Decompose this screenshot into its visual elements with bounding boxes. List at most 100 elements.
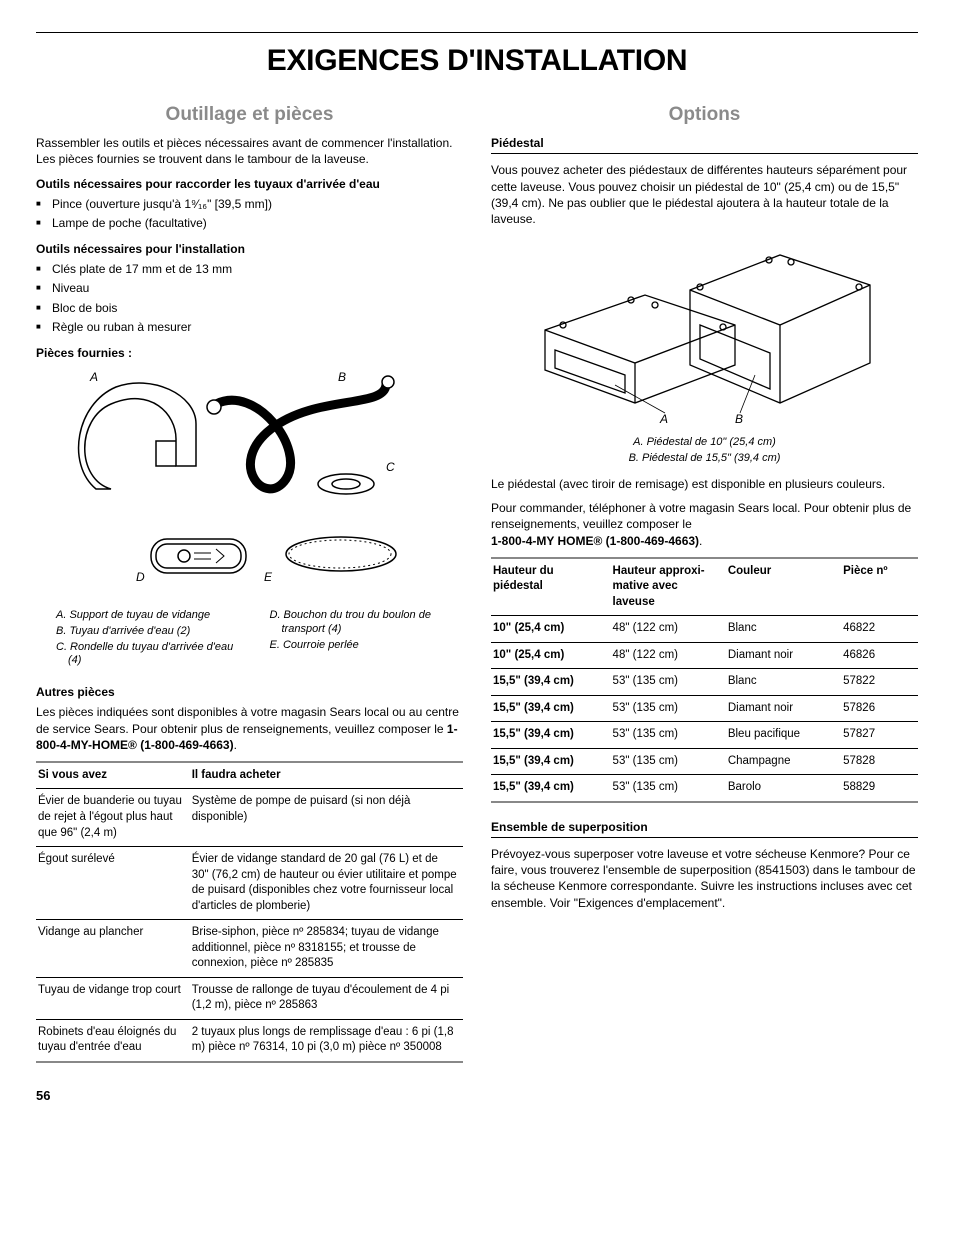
- list-item: Pince (ouverture jusqu'à 1⁹⁄₁₆" [39,5 mm…: [36, 196, 463, 212]
- tools-water-heading: Outils nécessaires pour raccorder les tu…: [36, 176, 463, 192]
- pedestal-p3: Pour commander, téléphoner à votre magas…: [491, 500, 918, 549]
- stack-heading: Ensemble de superposition: [491, 819, 918, 838]
- table-cell: 53" (135 cm): [611, 748, 726, 775]
- table-row: 15,5" (39,4 cm)53" (135 cm)Blanc57822: [491, 669, 918, 696]
- right-column: Options Piédestal Vous pouvez acheter de…: [491, 102, 918, 1063]
- table-row: 10" (25,4 cm)48" (122 cm)Blanc46822: [491, 616, 918, 643]
- left-column: Outillage et pièces Rassembler les outil…: [36, 102, 463, 1063]
- table-cell: 10" (25,4 cm): [491, 616, 611, 643]
- tools-install-list: Clés plate de 17 mm et de 13 mm Niveau B…: [36, 261, 463, 335]
- intro-paragraph: Rassembler les outils et pièces nécessai…: [36, 135, 463, 167]
- pedestal-table: Hauteur du piédestal Hauteur approxi-mat…: [491, 557, 918, 803]
- options-heading: Options: [491, 102, 918, 128]
- stack-paragraph: Prévoyez-vous superposer votre laveuse e…: [491, 846, 918, 911]
- table-cell: Robinets d'eau éloignés du tuyau d'entré…: [36, 1019, 190, 1062]
- table-cell: 53" (135 cm): [611, 669, 726, 696]
- other-parts-table: Si vous avez Il faudra acheter Évier de …: [36, 761, 463, 1063]
- legend-c: C. Rondelle du tuyau d'arrivée d'eau (4): [68, 641, 250, 669]
- table-cell: 10" (25,4 cm): [491, 642, 611, 669]
- diagram-label-d: D: [136, 569, 145, 585]
- table-cell: Blanc: [726, 669, 841, 696]
- table-cell: 46822: [841, 616, 918, 643]
- pedestal-p1: Vous pouvez acheter des piédestaux de di…: [491, 162, 918, 227]
- caption-a: A. Piédestal de 10" (25,4 cm): [491, 435, 918, 450]
- table-row: Égout surélevéÉvier de vidange standard …: [36, 847, 463, 920]
- parts-svg: [56, 369, 436, 599]
- pedestal-svg: A B: [525, 235, 885, 425]
- legend-b: B. Tuyau d'arrivée d'eau (2): [68, 625, 250, 639]
- period: .: [234, 738, 237, 752]
- top-rule: [36, 32, 918, 33]
- content-columns: Outillage et pièces Rassembler les outil…: [36, 102, 918, 1063]
- table-cell: 2 tuyaux plus longs de remplissage d'eau…: [190, 1019, 463, 1062]
- col-header: Pièce nº: [841, 558, 918, 616]
- table-row: 15,5" (39,4 cm)53" (135 cm)Bleu pacifiqu…: [491, 722, 918, 749]
- table-cell: Bleu pacifique: [726, 722, 841, 749]
- table-cell: 15,5" (39,4 cm): [491, 775, 611, 802]
- tools-water-list: Pince (ouverture jusqu'à 1⁹⁄₁₆" [39,5 mm…: [36, 196, 463, 231]
- table-cell: 15,5" (39,4 cm): [491, 722, 611, 749]
- col-header: Il faudra acheter: [190, 762, 463, 789]
- table-cell: 53" (135 cm): [611, 775, 726, 802]
- list-item: Clés plate de 17 mm et de 13 mm: [36, 261, 463, 277]
- parts-diagram: A B C D E: [56, 369, 436, 599]
- table-cell: 15,5" (39,4 cm): [491, 748, 611, 775]
- period: .: [699, 534, 702, 548]
- page-number: 56: [36, 1087, 918, 1105]
- col-header: Hauteur du piédestal: [491, 558, 611, 616]
- diagram-label-c: C: [386, 459, 395, 475]
- table-cell: Brise-siphon, pièce nº 285834; tuyau de …: [190, 920, 463, 978]
- table-cell: 15,5" (39,4 cm): [491, 695, 611, 722]
- table-row: Évier de buanderie ou tuyau de rejet à l…: [36, 789, 463, 847]
- diagram-label-a: A: [90, 369, 98, 385]
- table-cell: Évier de buanderie ou tuyau de rejet à l…: [36, 789, 190, 847]
- list-item: Niveau: [36, 280, 463, 296]
- pedestal-label-b: B: [735, 412, 743, 425]
- table-cell: Blanc: [726, 616, 841, 643]
- other-parts-heading: Autres pièces: [36, 684, 463, 700]
- table-cell: 57826: [841, 695, 918, 722]
- parts-supplied-heading: Pièces fournies :: [36, 345, 463, 361]
- table-cell: Champagne: [726, 748, 841, 775]
- list-item: Bloc de bois: [36, 300, 463, 316]
- col-header: Si vous avez: [36, 762, 190, 789]
- table-cell: Tuyau de vidange trop court: [36, 977, 190, 1019]
- pedestal-diagram: A B: [525, 235, 885, 429]
- diagram-label-b: B: [338, 369, 346, 385]
- table-cell: Vidange au plancher: [36, 920, 190, 978]
- pedestal-heading: Piédestal: [491, 135, 918, 154]
- pedestal-p2: Le piédestal (avec tiroir de remisage) e…: [491, 476, 918, 492]
- tools-install-heading: Outils nécessaires pour l'installation: [36, 241, 463, 257]
- table-row: 15,5" (39,4 cm)53" (135 cm)Barolo58829: [491, 775, 918, 802]
- table-cell: 57827: [841, 722, 918, 749]
- table-cell: Diamant noir: [726, 695, 841, 722]
- pedestal-p3-phone: 1-800-4-MY HOME® (1-800-469-4663): [491, 534, 699, 548]
- tools-parts-heading: Outillage et pièces: [36, 102, 463, 128]
- table-cell: Diamant noir: [726, 642, 841, 669]
- table-cell: Système de pompe de puisard (si non déjà…: [190, 789, 463, 847]
- list-item: Règle ou ruban à mesurer: [36, 319, 463, 335]
- col-header: Couleur: [726, 558, 841, 616]
- pedestal-caption: A. Piédestal de 10" (25,4 cm) B. Piédest…: [491, 435, 918, 466]
- table-cell: Barolo: [726, 775, 841, 802]
- pedestal-label-a: A: [659, 412, 668, 425]
- table-cell: 58829: [841, 775, 918, 802]
- table-cell: 53" (135 cm): [611, 722, 726, 749]
- table-row: 10" (25,4 cm)48" (122 cm)Diamant noir468…: [491, 642, 918, 669]
- table-cell: Égout surélevé: [36, 847, 190, 920]
- other-parts-intro: Les pièces indiquées sont disponibles à …: [36, 704, 463, 753]
- table-cell: 15,5" (39,4 cm): [491, 669, 611, 696]
- page-title: EXIGENCES D'INSTALLATION: [36, 41, 918, 82]
- legend-d: D. Bouchon du trou du boulon de transpor…: [282, 609, 464, 637]
- table-cell: 48" (122 cm): [611, 616, 726, 643]
- table-cell: Trousse de rallonge de tuyau d'écoulemen…: [190, 977, 463, 1019]
- table-row: Robinets d'eau éloignés du tuyau d'entré…: [36, 1019, 463, 1062]
- table-row: 15,5" (39,4 cm)53" (135 cm)Champagne5782…: [491, 748, 918, 775]
- parts-legend: A. Support de tuyau de vidange B. Tuyau …: [56, 607, 463, 670]
- diagram-label-e: E: [264, 569, 272, 585]
- other-parts-text: Les pièces indiquées sont disponibles à …: [36, 705, 459, 735]
- table-cell: 57822: [841, 669, 918, 696]
- table-cell: 53" (135 cm): [611, 695, 726, 722]
- list-item: Lampe de poche (facultative): [36, 215, 463, 231]
- table-row: 15,5" (39,4 cm)53" (135 cm)Diamant noir5…: [491, 695, 918, 722]
